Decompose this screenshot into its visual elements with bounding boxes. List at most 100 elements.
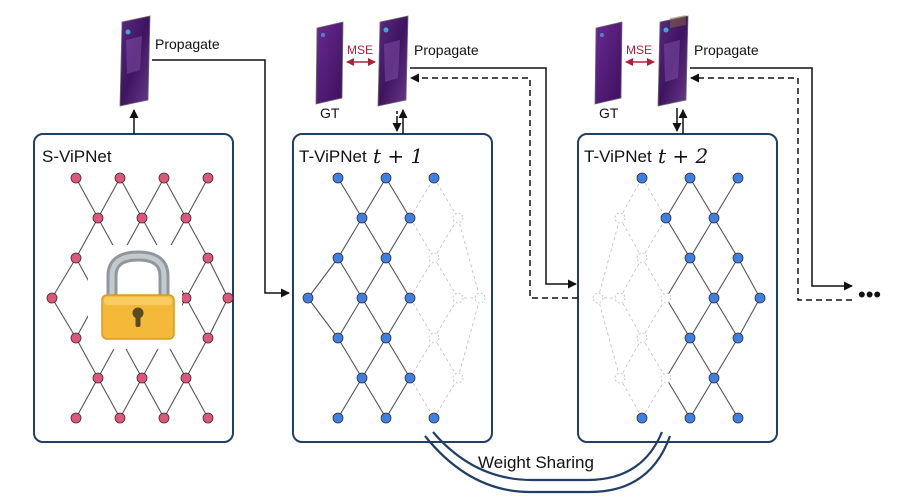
network-node (222, 292, 234, 304)
network-edge (75, 377, 99, 419)
mse-label-t1: MSE (347, 43, 373, 57)
gt-image-t1 (315, 21, 344, 105)
network-edge (141, 377, 165, 419)
network-edge (689, 337, 715, 379)
network-node (70, 172, 82, 184)
network-edge (433, 257, 459, 299)
network-edge (361, 337, 387, 379)
network-node (684, 252, 696, 264)
network-edge (385, 377, 411, 419)
t-vipnet-t2-title: T-ViPNet (584, 147, 652, 166)
network-node (660, 372, 672, 384)
network-node (114, 172, 126, 184)
weight-sharing-label: Weight Sharing (478, 453, 594, 472)
network-node (180, 212, 192, 224)
network-edge (409, 337, 435, 379)
network-edge (641, 257, 667, 299)
network-node (332, 252, 344, 264)
network-node (452, 372, 464, 384)
network-edge (185, 257, 209, 299)
network-edge (619, 337, 643, 379)
network-node (404, 212, 416, 224)
network-node (332, 412, 344, 424)
network-edge (689, 377, 715, 419)
network-edge (51, 257, 77, 299)
propagate-label-s: Propagate (155, 36, 220, 52)
network-node (158, 412, 170, 424)
network-node (332, 172, 344, 184)
network-node (92, 372, 104, 384)
mse-connector-t2: MSE (625, 42, 655, 66)
network-node (452, 212, 464, 224)
network-node (136, 372, 148, 384)
network-edge (713, 257, 739, 299)
network-edge (337, 337, 363, 379)
network-edge (641, 217, 667, 259)
network-edge (713, 297, 739, 339)
network-node (684, 412, 696, 424)
network-edge (619, 297, 643, 339)
network-edge (385, 337, 411, 379)
gt-label-t2: GT (599, 105, 619, 121)
weight-sharing-connector (424, 431, 672, 494)
network-node (636, 412, 648, 424)
network-edge (361, 177, 387, 219)
t-vipnet-t2-time: t + 2 (658, 144, 708, 168)
t-vipnet-t2-panel (577, 133, 778, 443)
network-node (428, 412, 440, 424)
network-edge (51, 297, 77, 339)
network-node (684, 172, 696, 184)
network-node (636, 332, 648, 344)
network-node (614, 212, 626, 224)
network-node (158, 172, 170, 184)
propagate-label-t2: Propagate (694, 42, 759, 58)
network-node (708, 372, 720, 384)
t-vipnet-t1-time: t + 1 (373, 144, 423, 168)
network-node (660, 212, 672, 224)
network-edge (337, 297, 363, 339)
network-node (614, 372, 626, 384)
s-vipnet-title: S-ViPNet (42, 147, 112, 166)
network-edge (665, 177, 691, 219)
t2-propagate-arrow (690, 67, 853, 291)
t2-gradient-arrow (690, 73, 852, 301)
mse-label-t2: MSE (626, 43, 652, 57)
network-edge (97, 177, 121, 219)
network-node (70, 332, 82, 344)
network-node (380, 412, 392, 424)
network-node (70, 412, 82, 424)
network-edge (641, 377, 667, 419)
network-node (356, 212, 368, 224)
network-edge (737, 297, 761, 339)
network-edge (641, 297, 667, 339)
network-edge (665, 377, 691, 419)
network-node (404, 372, 416, 384)
network-node (380, 252, 392, 264)
network-node (202, 172, 214, 184)
network-edge (409, 377, 435, 419)
network-node (180, 372, 192, 384)
lock-icon (88, 245, 182, 349)
network-node (428, 172, 440, 184)
network-edge (665, 257, 691, 299)
network-edge (597, 297, 621, 379)
network-edge (337, 257, 363, 299)
network-edge (97, 377, 121, 419)
network-node (356, 372, 368, 384)
network-edge (713, 217, 739, 259)
t2-prediction-image (657, 15, 689, 107)
network-node (614, 292, 626, 304)
network-edge (361, 297, 387, 339)
ellipsis-icon: ••• (858, 282, 881, 307)
network-edge (141, 177, 165, 219)
network-edge (337, 177, 363, 219)
gt-image-t2 (594, 21, 623, 105)
network-node (592, 292, 604, 304)
network-edge (619, 377, 643, 419)
network-edge (119, 377, 143, 419)
network-node (428, 252, 440, 264)
s-prediction-image (119, 15, 151, 107)
network-edge (619, 177, 643, 219)
network-edge (185, 337, 209, 379)
